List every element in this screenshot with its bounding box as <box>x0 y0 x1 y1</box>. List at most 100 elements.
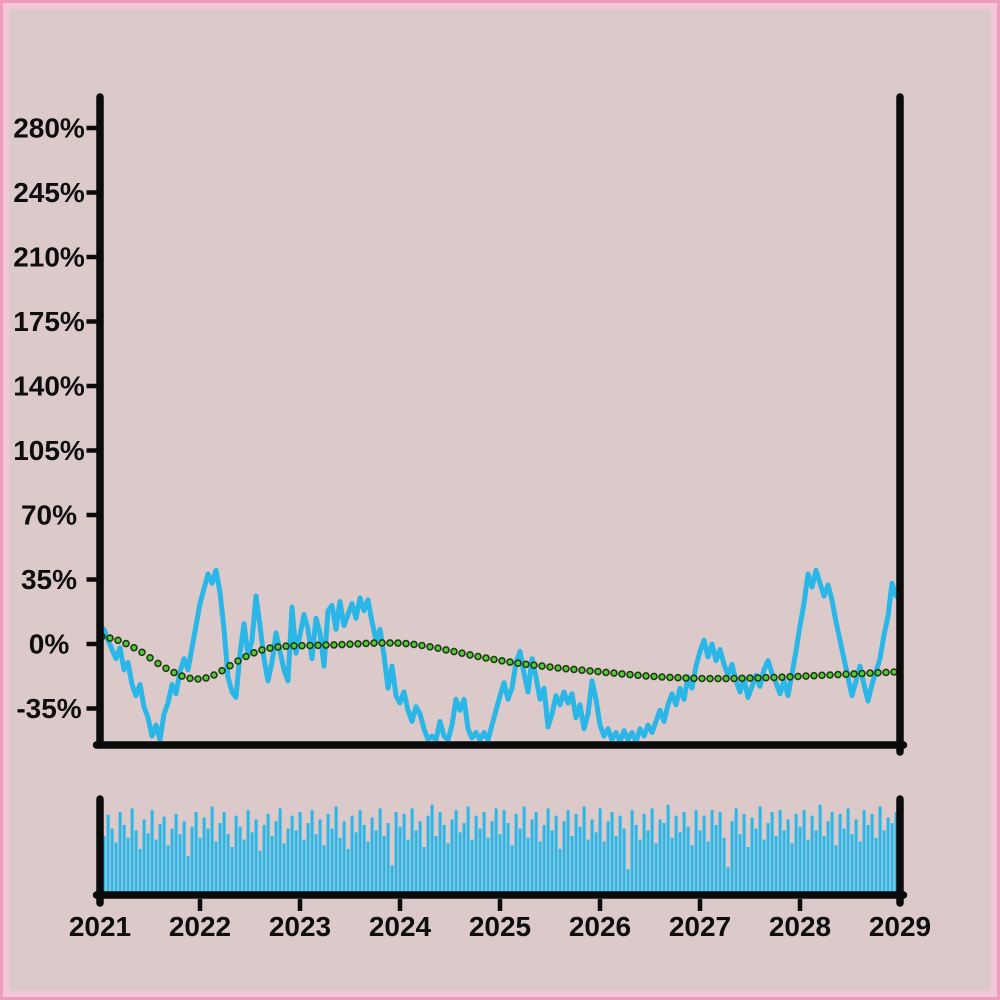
volume-bar <box>482 812 486 893</box>
volume-bar <box>758 806 762 893</box>
volume-bar <box>870 813 874 893</box>
volume-bar <box>330 828 334 893</box>
volume-bar <box>682 812 686 893</box>
ma-dot <box>170 668 178 677</box>
volume-bar <box>222 812 226 893</box>
volume-bar <box>162 816 166 893</box>
volume-bar <box>450 819 454 893</box>
volume-bar <box>806 839 810 893</box>
volume-bar <box>670 837 674 893</box>
volume-bar <box>510 845 514 893</box>
volume-bar <box>258 850 262 893</box>
volume-bar <box>734 808 738 893</box>
volume-bar <box>862 810 866 893</box>
ma-dot <box>722 674 730 683</box>
ma-dot <box>570 665 578 674</box>
volume-bar <box>618 815 622 893</box>
ma-dot <box>810 671 818 680</box>
volume-bar <box>174 813 178 893</box>
volume-bar <box>406 839 410 893</box>
volume-bar <box>610 812 614 893</box>
ma-dot <box>266 644 274 652</box>
volume-bar <box>266 813 270 893</box>
volume-bar <box>458 832 462 893</box>
x-tick-label: 2024 <box>369 911 432 942</box>
ma-dot <box>834 670 842 679</box>
volume-bar <box>478 828 482 893</box>
y-tick-label: 140% <box>13 371 85 402</box>
ma-dot <box>594 667 602 676</box>
volume-bar <box>890 823 894 893</box>
volume-bar <box>306 823 310 893</box>
volume-bar <box>374 830 378 893</box>
volume-bar <box>654 843 658 893</box>
ma-dot <box>410 640 418 649</box>
volume-bar <box>586 839 590 893</box>
volume-bar <box>490 821 494 893</box>
x-axis-ticks <box>197 899 803 911</box>
volume-bar <box>782 830 786 893</box>
volume-bar <box>454 810 458 893</box>
volume-bar <box>126 837 130 893</box>
volume-bar <box>858 841 862 893</box>
ma-dot <box>330 641 338 649</box>
ma-dot <box>370 639 378 647</box>
volume-bar <box>534 812 538 893</box>
volume-bar <box>238 826 242 893</box>
volume-bar <box>414 830 418 893</box>
volume-bar <box>322 845 326 893</box>
volume-bar <box>506 823 510 893</box>
volume-bar <box>370 817 374 893</box>
volume-bar <box>106 814 110 893</box>
volume-bar <box>218 823 222 893</box>
volume-bar <box>410 808 414 893</box>
ma-dot <box>530 661 538 670</box>
ma-dot <box>506 658 514 666</box>
price-line-series <box>100 567 898 745</box>
volume-bar <box>830 812 834 893</box>
ma-dot <box>466 651 474 659</box>
volume-bar <box>242 839 246 893</box>
volume-bar <box>422 847 426 893</box>
y-tick-label: 280% <box>13 113 85 144</box>
y-tick-label: 0% <box>29 629 70 660</box>
ma-dot <box>306 641 314 650</box>
ma-dot <box>218 666 226 675</box>
ma-dot <box>778 673 786 682</box>
volume-bar <box>250 832 254 893</box>
volume-bar <box>386 823 390 893</box>
ma-dot <box>634 671 642 680</box>
ma-dot <box>282 642 290 651</box>
volume-bar <box>706 841 710 893</box>
x-tick-label: 2028 <box>769 911 831 942</box>
volume-bar <box>542 824 546 893</box>
volume-bar <box>578 826 582 893</box>
x-tick-label: 2025 <box>469 911 531 942</box>
ma-dot <box>514 659 522 668</box>
volume-bar <box>722 837 726 893</box>
volume-bar <box>538 841 542 893</box>
volume-bar <box>438 812 442 893</box>
y-tick-label: 70% <box>21 500 77 531</box>
volume-bar <box>118 812 122 893</box>
volume-bar <box>570 836 574 893</box>
volume-bar <box>774 836 778 893</box>
volume-bar <box>498 834 502 893</box>
volume-bar <box>642 813 646 893</box>
volume-bar <box>350 815 354 893</box>
volume-bar <box>354 832 358 893</box>
volume-bar <box>590 819 594 893</box>
volume-bar <box>262 824 266 893</box>
volume-bar <box>302 839 306 893</box>
volume-bar <box>426 815 430 893</box>
ma-dot <box>482 654 490 662</box>
ma-dot <box>402 639 410 648</box>
volume-bar <box>362 824 366 893</box>
volume-bar <box>894 812 898 893</box>
volume-bar <box>466 806 470 893</box>
ma-dot <box>842 670 850 679</box>
ma-dot <box>762 673 770 682</box>
ma-dot <box>162 664 170 673</box>
volume-bar <box>246 810 250 893</box>
volume-bar <box>194 812 198 893</box>
